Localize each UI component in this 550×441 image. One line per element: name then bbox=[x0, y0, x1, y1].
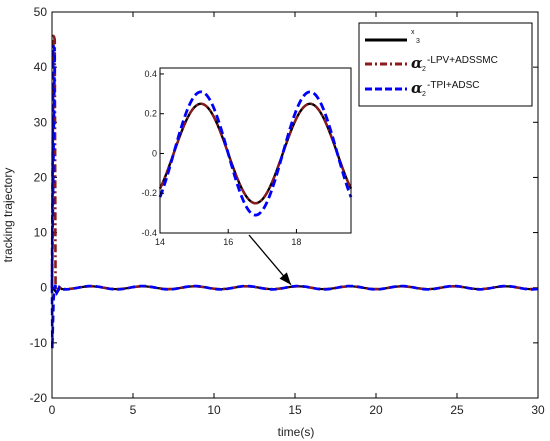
inset-y-tick-label: -0.4 bbox=[141, 228, 157, 238]
legend-box bbox=[358, 22, 533, 107]
y-axis-label: tracking trajectory bbox=[1, 168, 15, 263]
inset-axes-frame bbox=[159, 67, 352, 234]
inset-series-line-lpv bbox=[158, 102, 353, 205]
y-tick-label: 20 bbox=[34, 170, 48, 184]
inset-y-tick-label: 0.2 bbox=[144, 109, 157, 119]
y-tick-label: 30 bbox=[34, 115, 48, 129]
inset-y-tick-label: -0.2 bbox=[141, 188, 157, 198]
y-tick-label: 40 bbox=[34, 60, 48, 74]
main-axes-frame bbox=[51, 11, 539, 399]
y-tick-label: -20 bbox=[30, 391, 48, 405]
x-tick-label: 15 bbox=[288, 403, 302, 417]
x-tick-label: 30 bbox=[531, 403, 545, 417]
legend-label-sub: 3 bbox=[416, 38, 420, 45]
y-tick-label: 10 bbox=[34, 226, 48, 240]
inset-series-line-tpi bbox=[158, 90, 353, 217]
y-tick-label: 50 bbox=[34, 5, 48, 19]
y-tick-label: -10 bbox=[30, 336, 48, 350]
x-tick-label: 5 bbox=[130, 403, 137, 417]
inset-background bbox=[160, 68, 351, 233]
inset-y-tick-label: 0.4 bbox=[144, 69, 157, 79]
x-tick-label: 0 bbox=[49, 403, 56, 417]
inset-x-tick-label: 18 bbox=[291, 237, 301, 247]
x-axis-label: time(s) bbox=[278, 425, 315, 439]
legend-label-symbol: α bbox=[411, 54, 423, 72]
y-tick-label: 0 bbox=[40, 281, 47, 295]
arrow-head bbox=[279, 272, 291, 285]
legend-label-sub: 2 bbox=[422, 91, 426, 98]
legend-label-text: -LPV+ADSSMC bbox=[427, 55, 498, 66]
legend-label-symbol: α bbox=[411, 79, 423, 97]
legend-label-sub: 2 bbox=[422, 66, 426, 73]
annotation-arrow bbox=[248, 234, 292, 286]
x-tick-label: 10 bbox=[207, 403, 221, 417]
inset-axis-ticks: 14 16 18 -0.4 -0.2 0 0.2 0.4 bbox=[141, 69, 301, 247]
x-tick-label: 20 bbox=[369, 403, 383, 417]
legend-label-symbol: x bbox=[411, 29, 415, 36]
inset-x-tick-label: 16 bbox=[223, 237, 233, 247]
legend-label-text: -TPI+ADSC bbox=[427, 80, 480, 91]
series-line-tpi bbox=[50, 44, 539, 349]
x-tick-label: 25 bbox=[450, 403, 464, 417]
inset-x-tick-label: 14 bbox=[155, 237, 165, 247]
inset-y-tick-label: 0 bbox=[152, 148, 157, 158]
main-plot-area bbox=[50, 33, 539, 349]
inset-plot-area bbox=[158, 90, 353, 217]
